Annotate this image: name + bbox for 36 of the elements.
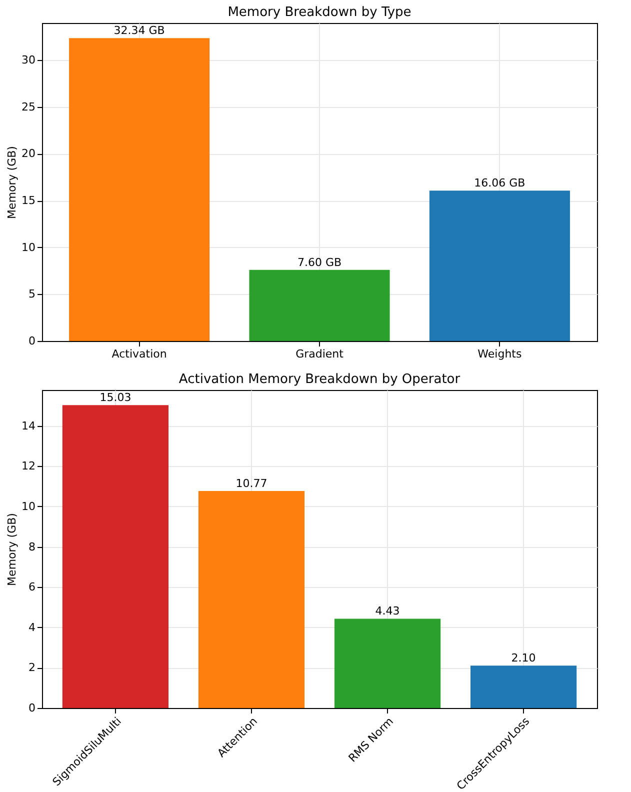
x-tick-label: Weights [478,348,522,360]
chart-title: Activation Memory Breakdown by Operator [178,372,461,387]
y-tick-label: 2 [28,661,36,674]
data-label: 32.34 GB [114,24,165,38]
y-tick-label: 30 [22,54,36,67]
bar [198,490,305,708]
y-tick-label: 10 [22,500,36,513]
bar [69,38,210,341]
y-tick-label: 10 [22,240,36,254]
x-tick-label: Gradient [296,348,344,360]
y-tick-label: 0 [28,334,36,348]
bar [429,190,570,341]
y-tick-label: 12 [22,460,36,473]
y-tick-label: 20 [22,147,36,160]
data-label: 4.43 [375,604,400,618]
chart-title: Memory Breakdown by Type [228,5,412,20]
y-axis-title: Memory (GB) [6,513,19,586]
y-tick-label: 8 [28,540,36,554]
bar [470,666,577,708]
bar [62,405,169,708]
y-tick-label: 4 [28,620,36,634]
bar [249,270,390,341]
y-tick-label: 14 [22,419,36,432]
data-label: 16.06 GB [474,176,526,190]
y-axis-title: Memory (GB) [6,146,19,219]
data-label: 7.60 GB [297,256,342,269]
y-tick-label: 25 [22,100,36,114]
bar [334,618,441,708]
y-tick-label: 5 [28,288,36,301]
data-label: 2.10 [511,652,536,665]
data-label: 15.03 [100,391,132,404]
y-tick-label: 15 [22,194,36,208]
x-tick-label: Activation [112,348,167,360]
data-label: 10.77 [236,476,268,490]
y-tick-label: 6 [28,580,36,594]
y-tick-label: 0 [28,702,36,714]
